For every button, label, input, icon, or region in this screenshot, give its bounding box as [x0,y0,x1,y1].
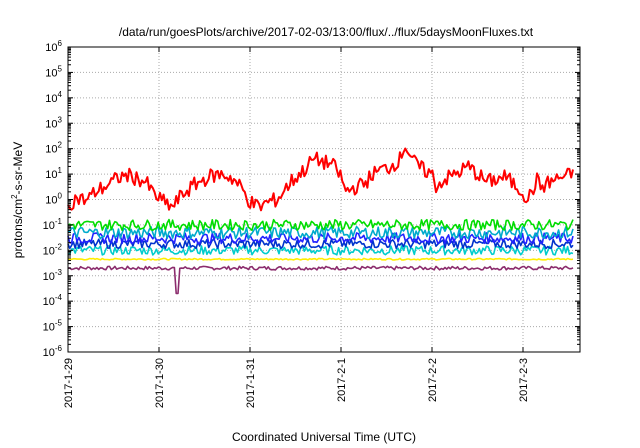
y-tick-label: 10-6 [43,344,63,359]
y-tick-base: 10 [45,67,57,79]
y-tick-base: 10 [45,118,57,130]
y-tick-base: 10 [43,271,55,283]
series-line [67,147,574,212]
y-tick-label: 100 [45,192,62,207]
y-tick-label: 10-5 [43,319,63,334]
y-tick-exponent: 0 [58,192,63,201]
x-axis-title: Coordinated Universal Time (UTC) [232,430,416,444]
y-tick-label: 103 [45,115,62,130]
series-group [67,147,574,295]
y-tick-exponent: -2 [55,242,63,251]
series-line [67,265,574,295]
y-tick-base: 10 [43,347,55,359]
y-axis-title: protons/cm2-s-sr-MeV [10,142,25,258]
y-tick-exponent: 6 [58,39,63,48]
y-tick-label: 101 [45,166,62,181]
y-tick-label: 106 [45,39,62,54]
series-line [67,257,574,261]
y-tick-base: 10 [43,322,55,334]
series-line [67,218,574,231]
y-tick-label: 10-1 [43,217,63,232]
y-axis-title-sup: 2 [10,194,19,199]
chart-title: /data/run/goesPlots/archive/2017-02-03/1… [119,25,534,39]
grid [68,47,580,352]
y-tick-base: 10 [45,144,57,156]
y-axis-title-part1: protons/cm [11,199,25,258]
y-tick-exponent: -3 [55,268,63,277]
y-tick-base: 10 [45,169,57,181]
y-tick-label: 10-4 [43,293,63,308]
x-tick-label: 2017-2-2 [427,358,439,402]
series-line [67,245,574,256]
y-tick-exponent: -4 [55,293,63,302]
y-tick-exponent: 5 [58,64,63,73]
x-tick-label: 2017-2-3 [518,358,530,402]
x-tick-label: 2017-2-1 [336,358,348,402]
y-tick-label: 102 [45,141,62,156]
y-tick-label: 104 [45,90,62,105]
y-tick-exponent: 3 [58,115,63,124]
y-axis-ticks: 10610510410310210110010-110-210-310-410-… [43,39,580,359]
y-tick-exponent: 4 [58,90,63,99]
y-tick-base: 10 [43,220,55,232]
y-tick-exponent: -1 [55,217,63,226]
x-axis-ticks: 2017-1-29 2017-1-30 2017-1-31 2017-2-1 2017-… [63,47,530,408]
y-axis-title-part2: -s-sr-MeV [11,142,25,195]
y-tick-base: 10 [45,195,57,207]
y-tick-label: 105 [45,64,62,79]
x-tick-label: 2017-1-31 [245,358,257,408]
x-tick-label: 2017-1-29 [63,358,75,408]
y-tick-base: 10 [43,296,55,308]
y-tick-exponent: -6 [55,344,63,353]
y-tick-exponent: 2 [58,141,63,150]
y-tick-exponent: 1 [58,166,63,175]
y-tick-base: 10 [45,93,57,105]
y-tick-label: 10-2 [43,242,63,257]
y-tick-exponent: -5 [55,319,63,328]
y-tick-base: 10 [43,245,55,257]
y-tick-base: 10 [45,42,57,54]
y-tick-label: 10-3 [43,268,63,283]
x-tick-label: 2017-1-30 [154,358,166,408]
